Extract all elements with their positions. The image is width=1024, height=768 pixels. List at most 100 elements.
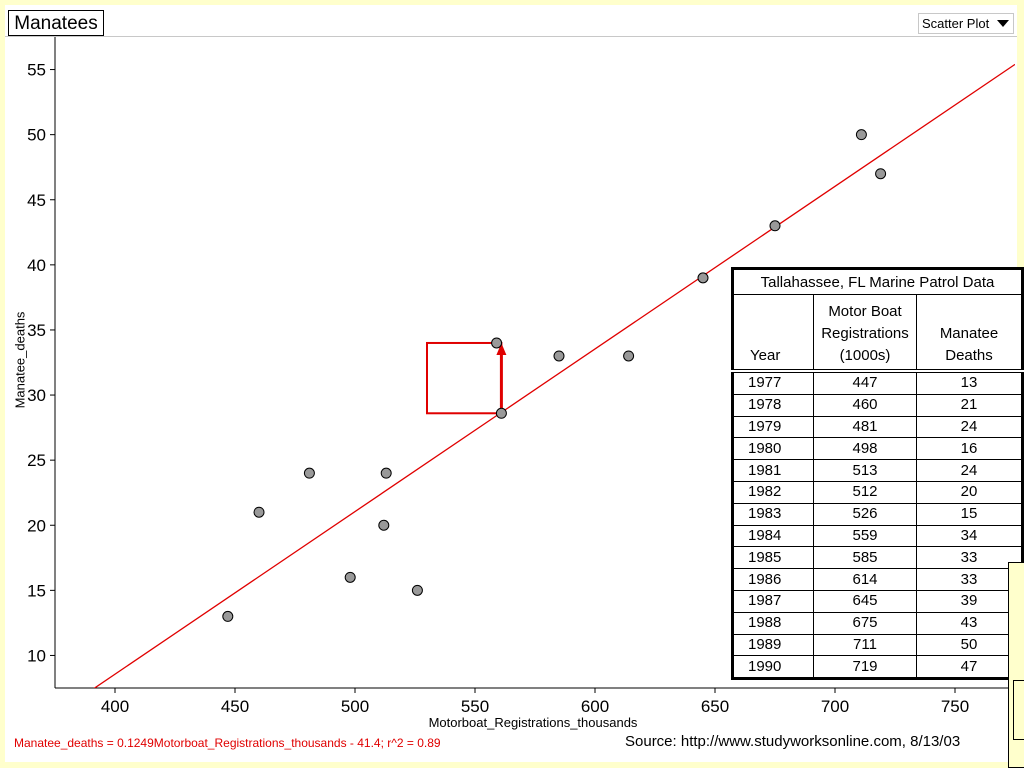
table-row: 1977 447 13 <box>732 368 1023 395</box>
table-row: 1983 526 15 <box>732 502 1023 526</box>
table-cell: 585 <box>813 546 917 570</box>
data-point <box>253 506 265 518</box>
regression-equation: Manatee_deaths = 0.1249Motorboat_Registr… <box>14 736 441 750</box>
table-row: 1988 675 43 <box>732 611 1023 635</box>
data-point <box>411 584 423 596</box>
data-points <box>222 129 887 622</box>
table-header-line: Year <box>750 347 781 364</box>
y-tick-label: 45 <box>27 191 46 210</box>
table-row: 1985 585 33 <box>732 546 1023 570</box>
table-cell: 498 <box>813 437 917 461</box>
y-tick-label: 20 <box>27 516 46 535</box>
table-cell: 614 <box>813 568 917 591</box>
x-tick-label: 600 <box>581 697 609 716</box>
table-row: 1981 513 24 <box>732 459 1023 482</box>
table-cell: 675 <box>813 611 917 635</box>
table-row: 1979 481 24 <box>732 415 1023 439</box>
table-cell: 447 <box>813 368 917 395</box>
table-cell: 33 <box>916 546 1023 570</box>
table-cell: 20 <box>916 480 1023 504</box>
table-cell: 39 <box>916 589 1023 613</box>
table-cell: 460 <box>813 393 917 417</box>
x-tick-label: 550 <box>461 697 489 716</box>
table-header-cell: Year <box>732 294 814 372</box>
y-tick-label: 25 <box>27 451 46 470</box>
axes: 10 15 20 25 30 35 40 45 50 55 400 450 500 550 600 650 70… <box>27 37 1015 716</box>
table-cell: 1986 <box>732 568 814 591</box>
table-cell: 34 <box>916 524 1023 548</box>
table-cell: 719 <box>813 655 917 680</box>
y-tick-label: 30 <box>27 386 46 405</box>
table-cell: 43 <box>916 611 1023 635</box>
side-frame-inner <box>1013 680 1024 740</box>
table-cell: 33 <box>916 568 1023 591</box>
y-tick-label: 10 <box>27 646 46 665</box>
table-cell: 50 <box>916 633 1023 657</box>
table-cell: 1984 <box>732 524 814 548</box>
plot-type-label: Scatter Plot <box>922 16 990 31</box>
source-note: Source: http://www.studyworksonline.com,… <box>625 733 961 750</box>
data-point <box>491 337 503 349</box>
table-cell: 1985 <box>732 546 814 570</box>
table-header-line: Motor Boat <box>828 303 902 320</box>
regression-line-path <box>93 63 1015 688</box>
x-tick-label: 650 <box>701 697 729 716</box>
table-header-line: (1000s) <box>839 347 891 364</box>
y-tick-label: 35 <box>27 321 46 340</box>
table-row: 1989 711 50 <box>732 633 1023 657</box>
table-cell: 645 <box>813 589 917 613</box>
plot-type-select[interactable]: Scatter Plot <box>918 13 1014 34</box>
data-point <box>855 129 867 141</box>
table-cell: 24 <box>916 415 1023 439</box>
data-point <box>697 272 709 284</box>
table-cell: 1987 <box>732 589 814 613</box>
table-cell: 13 <box>916 368 1023 395</box>
data-point <box>875 168 887 180</box>
table-cell: 1989 <box>732 633 814 657</box>
table-cell: 15 <box>916 502 1023 526</box>
x-tick-label: 450 <box>221 697 249 716</box>
table-cell: 21 <box>916 393 1023 417</box>
table-cell: 16 <box>916 437 1023 461</box>
table-row: 1987 645 39 <box>732 589 1023 613</box>
data-point <box>380 467 392 479</box>
table-cell: 1977 <box>732 368 814 395</box>
y-axis-label: Manatee_deaths <box>12 311 28 409</box>
residual-arrow-head <box>496 342 507 355</box>
data-point <box>222 610 234 622</box>
table-cell: 512 <box>813 480 917 504</box>
residual-annotation <box>426 341 507 415</box>
data-point <box>495 407 507 419</box>
table-header-line: Deaths <box>945 347 993 364</box>
table-cell: 1981 <box>732 459 814 482</box>
x-tick-label: 750 <box>941 697 969 716</box>
table-row: 1990 719 47 <box>732 655 1023 680</box>
y-tick-label: 55 <box>27 61 46 80</box>
table-row: 1984 559 34 <box>732 524 1023 548</box>
data-point <box>378 519 390 531</box>
y-tick-label: 15 <box>27 581 46 600</box>
residual-square <box>426 341 503 415</box>
data-point <box>344 571 356 583</box>
data-point <box>623 350 635 362</box>
chevron-down-icon <box>997 20 1009 27</box>
table-cell: 711 <box>813 633 917 657</box>
data-point <box>769 220 781 232</box>
table-header-row: Year Motor Boat Registrations (1000s) Manate… <box>732 294 1023 372</box>
data-table: Tallahassee, FL Marine Patrol Data Year M… <box>731 267 1024 681</box>
table-cell: 1983 <box>732 502 814 526</box>
table-cell: 1982 <box>732 480 814 504</box>
x-tick-label: 500 <box>341 697 369 716</box>
dataset-title[interactable]: Manatees <box>8 10 104 36</box>
table-cell: 1978 <box>732 393 814 417</box>
table-cell: 24 <box>916 459 1023 482</box>
table-cell: 1980 <box>732 437 814 461</box>
x-tick-label: 400 <box>101 697 129 716</box>
table-row: 1982 512 20 <box>732 480 1023 504</box>
table-title: Tallahassee, FL Marine Patrol Data <box>732 268 1023 295</box>
y-tick-label: 40 <box>27 256 46 275</box>
table-cell: 1988 <box>732 611 814 635</box>
regression-line <box>93 63 1015 688</box>
table-header-line: Registrations <box>821 325 909 342</box>
